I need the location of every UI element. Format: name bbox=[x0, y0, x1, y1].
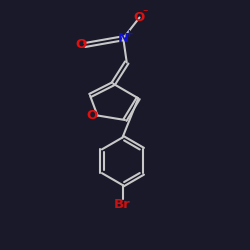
Text: ⁻: ⁻ bbox=[142, 8, 148, 18]
Text: O: O bbox=[75, 38, 86, 52]
Text: +: + bbox=[124, 29, 133, 39]
Text: Br: Br bbox=[114, 198, 131, 211]
Text: O: O bbox=[134, 11, 145, 24]
Text: N: N bbox=[118, 32, 129, 45]
Text: O: O bbox=[86, 109, 98, 122]
